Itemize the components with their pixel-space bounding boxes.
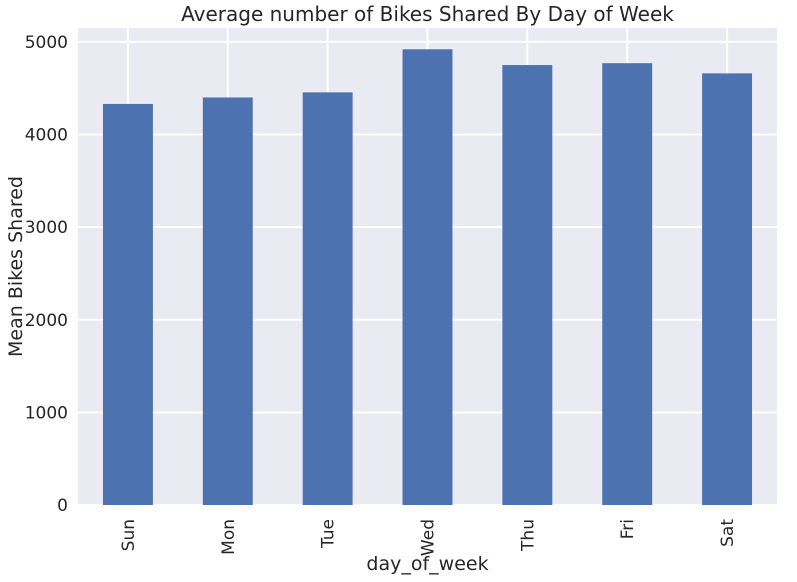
- y-tick-label: 1000: [25, 403, 68, 423]
- y-tick-label: 5000: [25, 33, 68, 53]
- x-tick-label: Wed: [419, 519, 439, 556]
- y-tick-labels: 0 1000 2000 3000 4000 5000: [25, 33, 68, 516]
- x-tick-label: Mon: [219, 519, 239, 555]
- bar-thu: [502, 65, 553, 505]
- x-tick-label: Fri: [618, 519, 638, 539]
- bar-wed: [402, 49, 453, 505]
- x-axis-label: day_of_week: [366, 553, 488, 575]
- x-tick-label: Sun: [119, 519, 139, 551]
- bar-sat: [702, 73, 753, 506]
- bar-tue: [302, 92, 353, 506]
- y-tick-label: 4000: [25, 126, 68, 146]
- y-tick-label: 2000: [25, 311, 68, 331]
- bars: [102, 49, 753, 506]
- y-tick-label: 3000: [25, 218, 68, 238]
- x-tick-labels: Sun Mon Tue Wed Thu Fri Sat: [119, 519, 738, 556]
- x-tick-label: Thu: [518, 519, 538, 552]
- y-axis-label: Mean Bikes Shared: [5, 176, 27, 357]
- bar-sun: [102, 103, 153, 505]
- y-tick-label: 0: [57, 496, 68, 516]
- chart-title: Average number of Bikes Shared By Day of…: [181, 2, 674, 26]
- bar-mon: [202, 97, 253, 506]
- bar-fri: [602, 63, 653, 506]
- x-tick-label: Tue: [319, 519, 339, 549]
- x-tick-label: Sat: [718, 519, 738, 547]
